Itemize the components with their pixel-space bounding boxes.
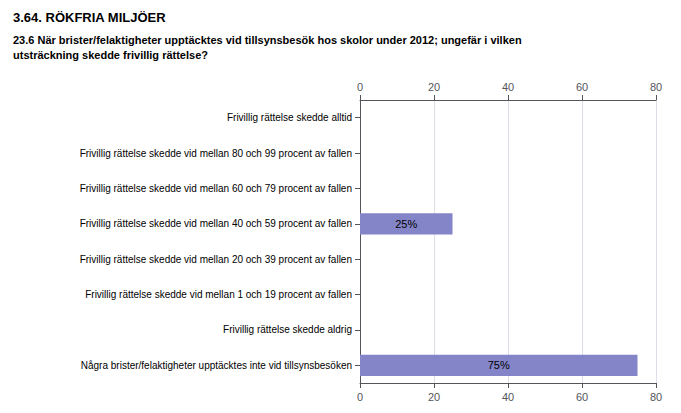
svg-text:25%: 25% bbox=[395, 218, 417, 230]
svg-text:Frivillig rättelse skedde vid: Frivillig rättelse skedde vid mellan 40 … bbox=[80, 218, 352, 229]
svg-text:60: 60 bbox=[576, 81, 588, 93]
svg-text:40: 40 bbox=[502, 81, 514, 93]
svg-text:Några brister/felaktigheter up: Några brister/felaktigheter upptäcktes i… bbox=[81, 360, 352, 371]
svg-text:Frivillig rättelse skedde vid: Frivillig rättelse skedde vid mellan 80 … bbox=[80, 148, 352, 159]
svg-text:Frivillig rättelse skedde allt: Frivillig rättelse skedde alltid bbox=[227, 112, 352, 123]
svg-text:Frivillig rättelse skedde vid: Frivillig rättelse skedde vid mellan 20 … bbox=[80, 254, 352, 265]
svg-text:23.6 När brister/felaktigheter: 23.6 När brister/felaktigheter upptäckte… bbox=[13, 34, 522, 46]
svg-text:0: 0 bbox=[357, 391, 363, 403]
svg-text:20: 20 bbox=[428, 81, 440, 93]
svg-text:40: 40 bbox=[502, 391, 514, 403]
svg-text:80: 80 bbox=[650, 391, 662, 403]
svg-text:80: 80 bbox=[650, 81, 662, 93]
svg-text:75%: 75% bbox=[488, 359, 510, 371]
svg-text:60: 60 bbox=[576, 391, 588, 403]
svg-text:0: 0 bbox=[357, 81, 363, 93]
svg-text:Frivillig rättelse skedde vid: Frivillig rättelse skedde vid mellan 1 o… bbox=[85, 289, 352, 300]
svg-text:Frivillig rättelse skedde aldr: Frivillig rättelse skedde aldrig bbox=[223, 324, 352, 335]
svg-text:3.64. RÖKFRIA MILJÖER: 3.64. RÖKFRIA MILJÖER bbox=[13, 10, 166, 25]
svg-text:20: 20 bbox=[428, 391, 440, 403]
svg-text:utsträckning skedde frivillig: utsträckning skedde frivillig rättelse? bbox=[13, 49, 208, 61]
svg-text:Frivillig rättelse skedde vid: Frivillig rättelse skedde vid mellan 60 … bbox=[80, 183, 352, 194]
